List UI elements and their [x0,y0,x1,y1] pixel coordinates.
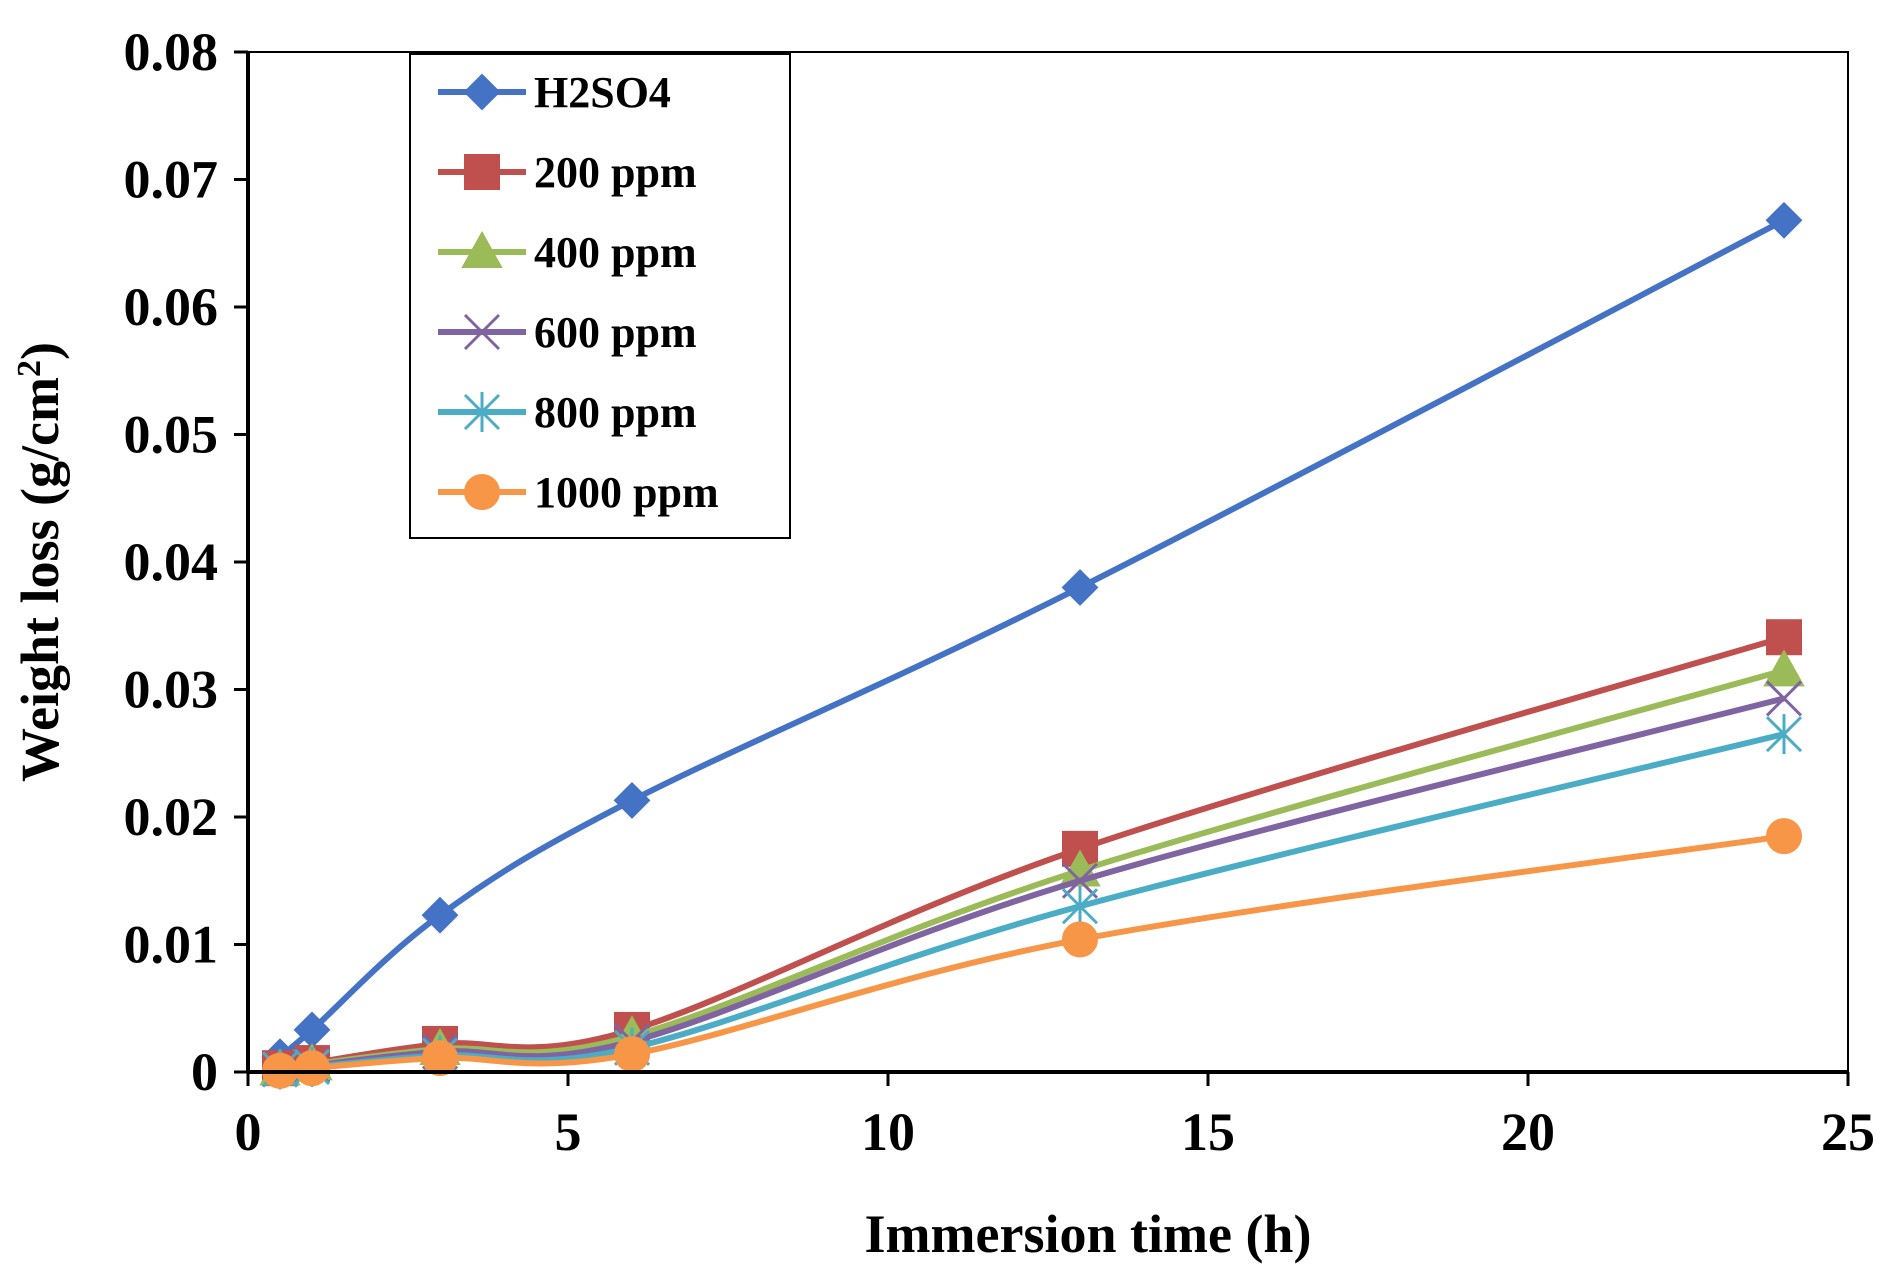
y-tick-label: 0 [191,1042,218,1102]
y-tick-label: 0.04 [124,532,219,592]
data-point [1765,201,1803,239]
legend-entry: H2SO4 [438,68,671,117]
data-point [422,1039,458,1076]
x-tick-label: 0 [235,1102,262,1162]
data-point [1763,649,1805,687]
legend-entry: 400 ppm [438,228,697,277]
y-axis-title: Weight loss (g/cm2) [10,342,70,782]
data-point [1061,569,1099,606]
legend-marker [463,313,501,351]
x-axis-title: Immersion time (h) [865,1204,1312,1264]
data-point [614,1036,650,1073]
x-tick-label: 25 [1821,1102,1875,1162]
legend-marker [463,73,501,111]
data-point [1766,818,1802,855]
series-line [279,833,1785,1074]
legend: H2SO4 200 ppm 400 ppm 600 ppm 800 ppm 1000 pp… [409,53,791,539]
x-tick-label: 20 [1501,1102,1555,1162]
legend-label: H2SO4 [534,68,671,117]
data-point [421,896,459,934]
legend-marker [464,154,500,190]
x-tick-label: 5 [555,1102,582,1162]
legend-label: 400 ppm [534,228,697,277]
data-point [1765,714,1803,755]
y-tick-label: 0.01 [124,915,219,975]
legend-label: 1000 ppm [534,468,719,517]
y-axis-title-close: ) [10,342,70,360]
series-800-ppm [261,714,1803,1090]
data-point [1061,862,1099,899]
legend-marker [464,474,500,510]
data-point [1766,619,1802,656]
series-1000-ppm [262,818,1802,1089]
legend-box [409,53,791,539]
legend-entry: 1000 ppm [438,468,719,517]
plot-layer [259,201,1805,1090]
legend-entry: 600 ppm [438,308,697,357]
y-tick-label: 0.08 [124,22,219,82]
series-line [279,731,1785,1073]
data-point [294,1050,330,1087]
legend-entry: 200 ppm [438,148,697,197]
legend-marker [463,392,501,432]
y-tick-label: 0.05 [124,405,219,465]
legend-label: 800 ppm [534,388,697,437]
legend-label: 200 ppm [534,148,697,197]
data-point [1765,680,1803,717]
axis-layer: 0 0.01 0.02 0.03 0.04 0.05 0.06 0.07 0.08 0 5 10 15 2… [10,22,1875,1264]
series-200-ppm [262,619,1802,1087]
data-point [613,782,651,819]
y-tick-label: 0.02 [124,787,219,847]
y-axis-title-superscript: 2 [11,360,48,377]
y-tick-label: 0.06 [124,277,219,337]
series-line [278,217,1786,1060]
x-tick-label: 15 [1181,1102,1235,1162]
x-tick-label: 10 [861,1102,915,1162]
legend-marker [461,230,503,268]
legend-label: 600 ppm [534,308,697,357]
series-line [279,634,1785,1072]
y-axis-title-main: Weight loss (g/cm [10,377,70,782]
y-tick-label: 0.07 [124,150,219,210]
data-point [1061,886,1099,927]
y-tick-label: 0.03 [124,660,219,720]
legend-entry: 800 ppm [438,388,697,437]
data-point [1062,921,1098,958]
